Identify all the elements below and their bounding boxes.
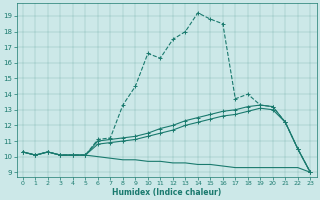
X-axis label: Humidex (Indice chaleur): Humidex (Indice chaleur) xyxy=(112,188,221,197)
